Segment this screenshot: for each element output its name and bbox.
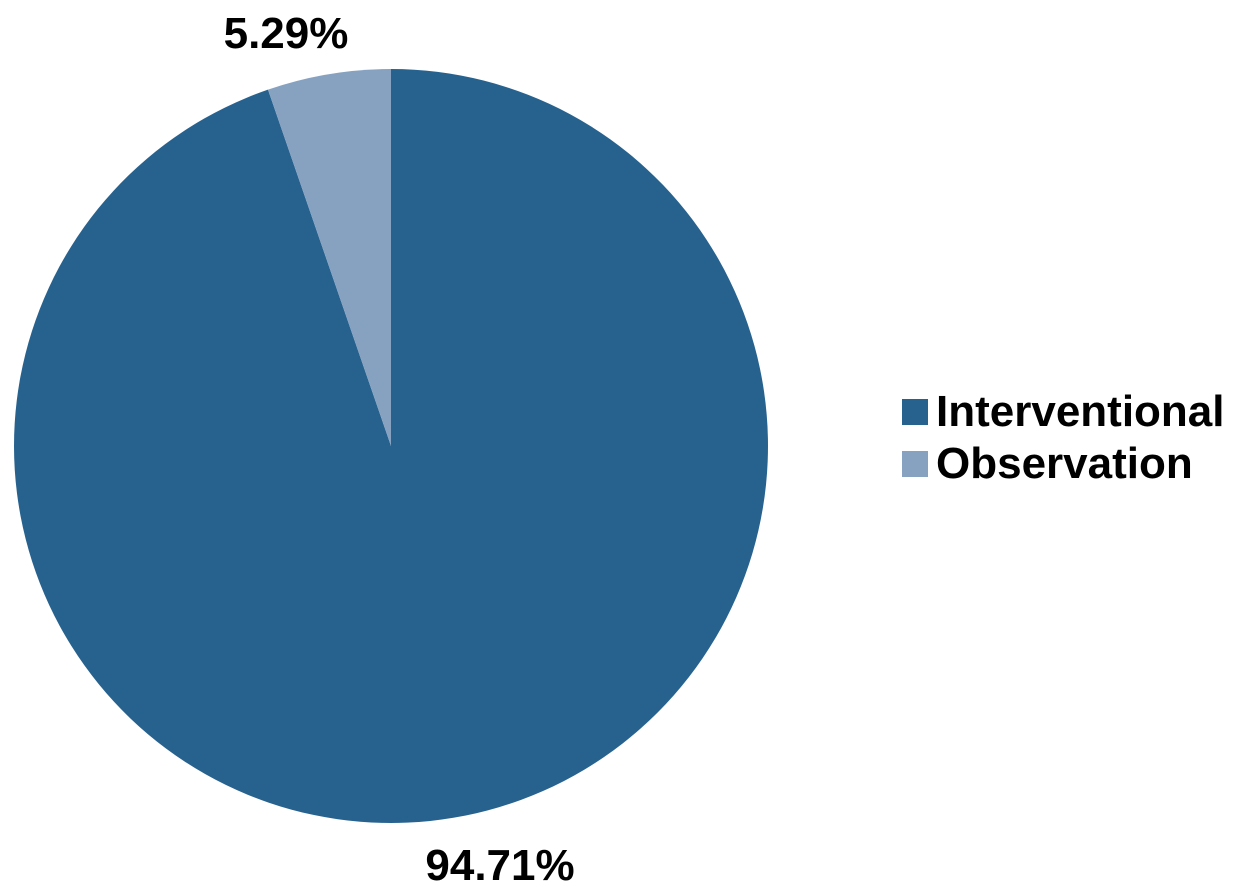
pie-data-labels: 5.29% 94.71% [224, 9, 575, 887]
legend: Interventional Observation [902, 386, 1225, 490]
legend-label-observation: Observation [936, 439, 1193, 488]
data-label-observation: 5.29% [224, 9, 349, 58]
pie-slice-interventional [13, 69, 768, 824]
legend-item-interventional: Interventional [902, 386, 1225, 438]
legend-swatch-interventional [902, 399, 928, 425]
legend-label-interventional: Interventional [936, 387, 1225, 436]
legend-item-observation: Observation [902, 438, 1225, 490]
data-label-interventional: 94.71% [425, 841, 574, 887]
pie-slices [13, 69, 768, 824]
pie-slice-observation [267, 69, 391, 446]
legend-swatch-observation [902, 451, 928, 477]
